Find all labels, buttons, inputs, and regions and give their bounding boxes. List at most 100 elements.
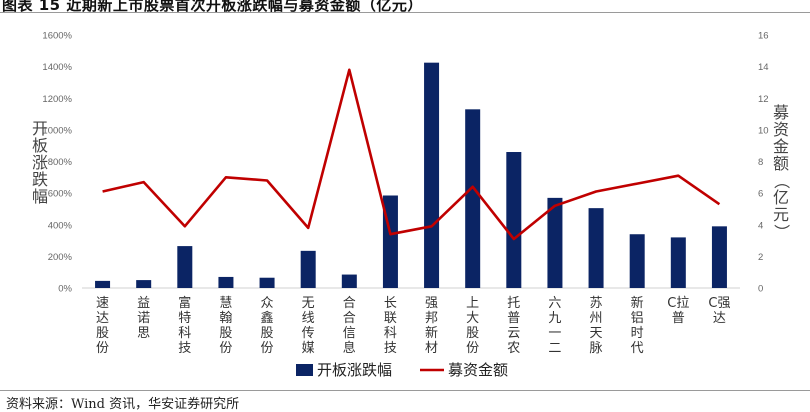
bar-新铝时代 [629, 234, 645, 288]
y-right-tick-label: 2 [758, 252, 763, 263]
x-tick-label-六九一二: 六 [548, 296, 561, 311]
y-right-tick-label: 0 [758, 284, 763, 295]
x-tick-label-速达股份: 股 [96, 326, 109, 341]
bar-C强达 [711, 226, 727, 288]
bar-苏州天脉 [588, 208, 604, 288]
y-right-axis-title: 元 [773, 205, 789, 224]
bar-托普云农 [506, 152, 522, 288]
y-right-axis-title: 金 [773, 137, 789, 156]
bar-上大股份 [465, 109, 481, 288]
x-tick-label-新铝时代: 代 [631, 341, 644, 356]
bar-无线传媒 [300, 250, 316, 288]
figure-title: 图表 15 近期新上市股票首次开板涨跌幅与募资金额（亿元） [2, 0, 423, 14]
x-tick-label-速达股份: 份 [96, 341, 109, 356]
y-left-tick-label: 200% [48, 252, 73, 263]
y-right-axis-title: 亿 [773, 188, 789, 207]
x-tick-label-苏州天脉: 脉 [590, 341, 603, 356]
x-tick-label-托普云农: 托 [507, 296, 520, 311]
y-right-tick-label: 6 [758, 189, 763, 200]
x-tick-label-慧翰股份: 慧 [219, 295, 232, 311]
bar-六九一二 [547, 197, 563, 288]
x-tick-label-速达股份: 达 [96, 311, 109, 326]
x-tick-label-无线传媒: 传 [302, 326, 315, 341]
y-left-axis-title: 开 [32, 119, 48, 138]
x-tick-label-合合信息: 信 [343, 326, 356, 341]
y-right-axis-title: 额 [773, 154, 789, 173]
x-tick-label-众鑫股份: 股 [261, 326, 274, 341]
bar-众鑫股份 [259, 277, 275, 288]
y-left-tick-label: 1000% [42, 125, 72, 136]
x-tick-label-苏州天脉: 天 [590, 326, 603, 341]
y-right-axis-title: （ [772, 173, 791, 189]
x-tick-label-长联科技: 技 [384, 341, 397, 356]
y-right-axis-title: 资 [773, 120, 789, 139]
y-right-tick-label: 16 [758, 31, 769, 42]
x-tick-label-众鑫股份: 鑫 [261, 310, 274, 326]
x-tick-label-慧翰股份: 股 [219, 326, 232, 341]
x-tick-label-上大股份: 份 [466, 341, 479, 356]
y-right-tick-label: 14 [758, 62, 769, 73]
y-right-tick-label: 4 [758, 220, 763, 231]
title-divider [0, 12, 810, 13]
y-left-tick-label: 800% [48, 157, 73, 168]
bar-C拉普 [670, 237, 686, 288]
x-tick-label-合合信息: 合 [343, 296, 356, 311]
x-tick-label-慧翰股份: 翰 [219, 311, 232, 326]
x-tick-label-上大股份: 大 [466, 311, 479, 326]
x-tick-label-益诺思: 益 [137, 296, 150, 311]
y-right-tick-label: 12 [758, 94, 769, 105]
y-left-tick-label: 600% [48, 189, 73, 200]
y-left-tick-label: 0% [58, 284, 72, 295]
bar-富特科技 [177, 246, 193, 288]
x-tick-label-富特科技: 技 [178, 341, 191, 356]
legend-label-line: 募资金额 [448, 361, 508, 379]
y-right-tick-label: 8 [758, 157, 763, 168]
x-tick-label-苏州天脉: 苏 [590, 295, 603, 311]
legend-label-bar: 开板涨跌幅 [317, 361, 392, 379]
x-tick-label-无线传媒: 无 [302, 296, 315, 311]
x-tick-label-长联科技: 科 [384, 326, 397, 341]
x-tick-label-托普云农: 普 [507, 311, 520, 326]
y-left-axis-title: 板 [32, 136, 48, 155]
y-right-axis-title: ） [772, 224, 791, 240]
bar-速达股份 [95, 280, 111, 288]
x-tick-label-众鑫股份: 份 [261, 341, 274, 356]
x-tick-label-无线传媒: 媒 [302, 341, 315, 356]
x-tick-label-合合信息: 息 [343, 340, 356, 356]
x-tick-label-无线传媒: 线 [302, 311, 315, 326]
y-left-tick-label: 1600% [42, 31, 72, 42]
bar-合合信息 [341, 274, 357, 288]
x-tick-label-众鑫股份: 众 [261, 296, 274, 311]
x-tick-label-C强达: 达 [713, 311, 726, 326]
x-tick-label-益诺思: 诺 [137, 311, 150, 326]
x-tick-label-六九一二: 二 [548, 341, 561, 356]
x-tick-label-六九一二: 九 [548, 311, 561, 326]
x-tick-label-富特科技: 富 [178, 295, 191, 311]
x-tick-label-苏州天脉: 州 [590, 311, 603, 326]
x-tick-label-益诺思: 思 [137, 326, 150, 341]
x-tick-label-新铝时代: 新 [631, 295, 644, 311]
bar-慧翰股份 [218, 276, 234, 288]
source-divider [0, 390, 810, 391]
x-tick-label-慧翰股份: 份 [219, 341, 232, 356]
y-right-axis-title: 募 [773, 103, 789, 122]
x-tick-label-富特科技: 科 [178, 326, 191, 341]
source-note: 资料来源：Wind 资讯，华安证券研究所 [6, 397, 240, 412]
bar-益诺思 [136, 280, 152, 288]
y-left-tick-label: 1400% [42, 62, 72, 73]
y-right-tick-label: 10 [758, 125, 769, 136]
x-tick-label-强邦新材: 邦 [425, 311, 438, 326]
x-tick-label-上大股份: 股 [466, 326, 479, 341]
x-tick-label-强邦新材: 新 [425, 325, 438, 341]
x-tick-label-C拉普: C拉 [667, 296, 689, 311]
x-tick-label-强邦新材: 强 [425, 296, 438, 311]
bar-强邦新材 [424, 62, 440, 288]
x-tick-label-新铝时代: 时 [631, 326, 644, 341]
line-series-募资金额 [102, 68, 721, 241]
x-tick-label-托普云农: 云 [507, 326, 520, 341]
x-tick-label-长联科技: 长 [384, 296, 397, 311]
x-tick-label-速达股份: 速 [96, 296, 109, 311]
x-tick-label-长联科技: 联 [384, 311, 397, 326]
y-left-tick-label: 1200% [42, 94, 72, 105]
